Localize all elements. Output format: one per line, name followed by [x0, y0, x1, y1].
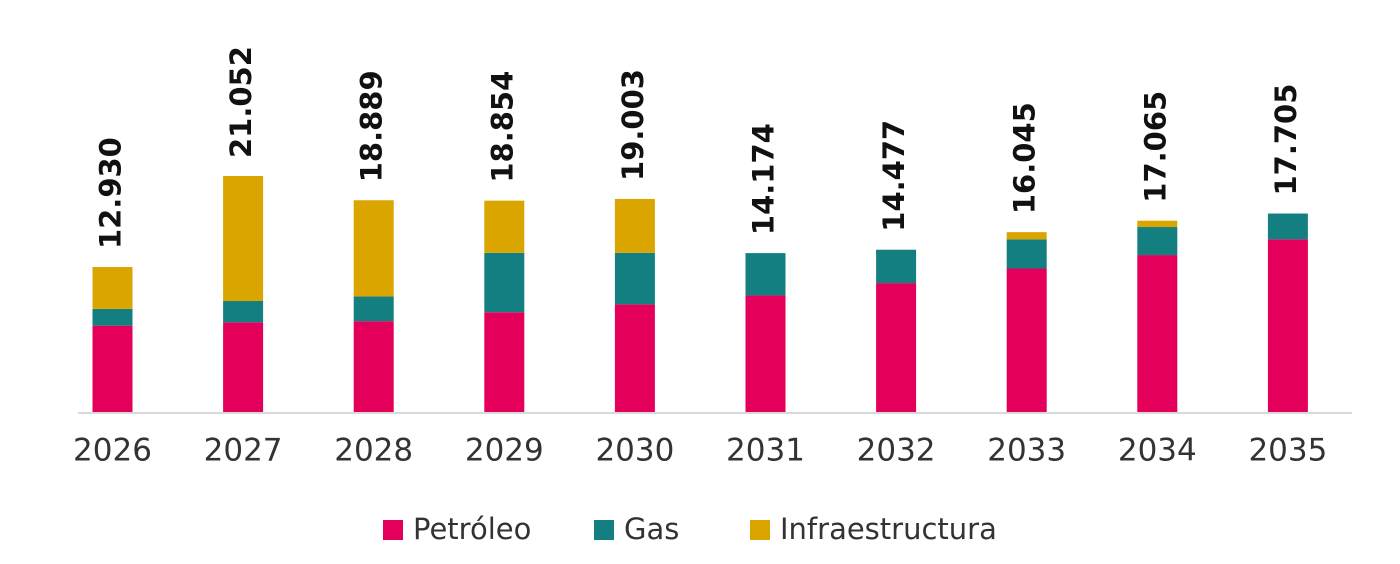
- legend-swatch-gas: [594, 520, 614, 540]
- bar-segment-gas-2028: [353, 296, 394, 322]
- bar-segment-gas-2031: [745, 253, 786, 296]
- x-tick-label: 2035: [1248, 433, 1327, 469]
- x-tick-label: 2033: [987, 433, 1066, 469]
- bar-segment-gas-2026: [92, 308, 133, 326]
- bar-segment-infraestructura-2027: [223, 176, 264, 302]
- bar-segment-gas-2032: [876, 249, 917, 284]
- bar-segment-infraestructura-2026: [92, 267, 133, 309]
- x-tick-label: 2032: [857, 433, 936, 469]
- bar-segment-petróleo-2031: [745, 295, 786, 412]
- bar-segment-petróleo-2035: [1267, 239, 1308, 412]
- bar-segment-gas-2029: [484, 252, 525, 313]
- legend: Petróleo Gas Infraestructura: [383, 512, 997, 546]
- bar-segment-gas-2027: [223, 301, 264, 323]
- bar-segment-infraestructura-2028: [353, 200, 394, 297]
- bar-segment-petróleo-2033: [1006, 268, 1047, 412]
- bar-segment-petróleo-2027: [223, 322, 264, 412]
- bar-segment-gas-2034: [1137, 227, 1178, 256]
- total-label: 18.854: [485, 71, 519, 183]
- bar-segment-infraestructura-2030: [614, 198, 655, 253]
- bar-segment-gas-2030: [614, 252, 655, 305]
- x-tick-label: 2030: [595, 433, 674, 469]
- x-tick-label: 2029: [465, 433, 544, 469]
- bar-segment-infraestructura-2033: [1006, 232, 1047, 240]
- legend-label: Petróleo: [413, 512, 531, 546]
- legend-label: Gas: [624, 512, 679, 546]
- legend-label: Infraestructura: [780, 512, 997, 546]
- x-tick-label: 2026: [73, 433, 152, 469]
- total-label: 16.045: [1008, 102, 1042, 214]
- x-tick-label: 2034: [1118, 433, 1197, 469]
- total-label: 14.174: [747, 123, 781, 235]
- total-label: 21.052: [224, 46, 258, 158]
- total-label: 19.003: [616, 69, 650, 181]
- bar-segment-petróleo-2028: [353, 321, 394, 412]
- total-label: 12.930: [94, 137, 128, 249]
- bar-segment-petróleo-2030: [614, 304, 655, 412]
- bar-segment-petróleo-2032: [876, 283, 917, 412]
- bar-segment-petróleo-2026: [92, 325, 133, 412]
- bar-segment-petróleo-2034: [1137, 255, 1178, 412]
- bar-segment-petróleo-2029: [484, 312, 525, 412]
- bar-segment-infraestructura-2029: [484, 200, 525, 253]
- x-tick-label: 2028: [334, 433, 413, 469]
- bar-segment-infraestructura-2034: [1137, 220, 1178, 228]
- bar-segment-gas-2033: [1006, 239, 1047, 269]
- total-label: 18.889: [355, 70, 389, 182]
- total-label: 14.477: [877, 120, 911, 232]
- legend-swatch-infraestructura: [750, 520, 770, 540]
- total-label: 17.065: [1138, 91, 1172, 203]
- x-tick-label: 2031: [726, 433, 805, 469]
- total-label: 17.705: [1269, 84, 1303, 196]
- x-tick-label: 2027: [204, 433, 283, 469]
- legend-swatch-petróleo: [383, 520, 403, 540]
- bar-segment-gas-2035: [1267, 213, 1308, 240]
